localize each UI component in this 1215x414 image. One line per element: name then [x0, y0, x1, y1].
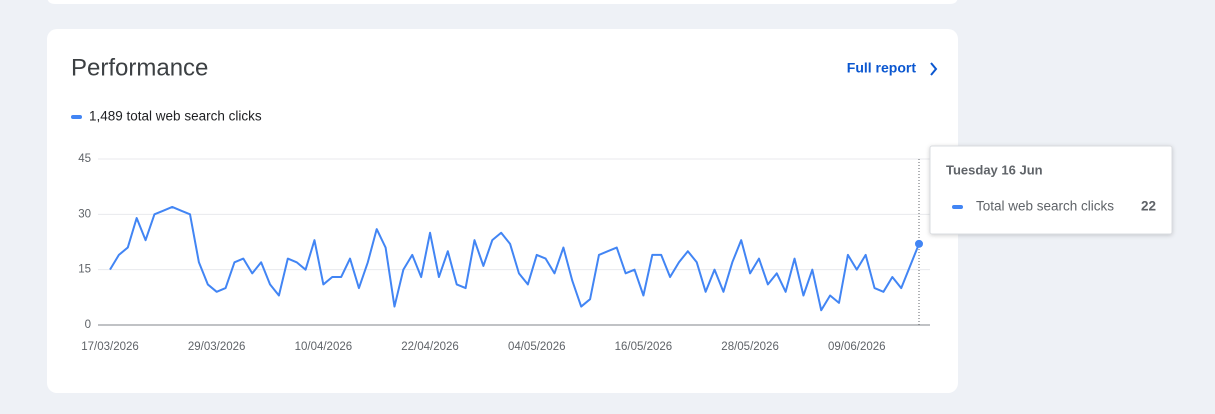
- y-tick-label: 45: [78, 153, 91, 165]
- x-tick-label: 17/03/2026: [81, 341, 139, 353]
- x-tick-label: 16/05/2026: [615, 341, 673, 353]
- chevron-icon[interactable]: [930, 62, 938, 76]
- tooltip-series: Total web search clicks: [976, 199, 1114, 214]
- x-tick-label: 29/03/2026: [188, 341, 246, 353]
- tooltip: Tuesday 16 Jun Total web search clicks 2…: [929, 145, 1173, 235]
- x-tick-label: 04/05/2026: [508, 341, 566, 353]
- hover-point: [915, 239, 923, 248]
- y-tick-label: 30: [78, 208, 91, 220]
- tooltip-date: Tuesday 16 Jun: [946, 162, 1043, 177]
- card-title: Performance: [71, 54, 208, 81]
- full-report-link[interactable]: Full report: [847, 60, 917, 76]
- tooltip-value: 22: [1141, 199, 1156, 214]
- y-tick-label: 15: [78, 264, 91, 276]
- x-tick-label: 09/06/2026: [828, 341, 886, 353]
- x-tick-label: 10/04/2026: [295, 341, 353, 353]
- y-tick-label: 0: [85, 319, 91, 331]
- tooltip-swatch: [952, 205, 963, 209]
- x-tick-label: 28/05/2026: [721, 341, 779, 353]
- x-tick-label: 22/04/2026: [401, 341, 459, 353]
- card: [47, 29, 958, 393]
- plot: 0 15 30 45 17/03/2026 29/03/2026 10/04/2026 22/…: [78, 153, 930, 353]
- tooltip-box: [929, 145, 1173, 235]
- legend-swatch: [71, 115, 82, 119]
- legend-summary: 1,489 total web search clicks: [89, 109, 262, 124]
- card-above: [47, 0, 958, 4]
- line-series: [109, 205, 920, 312]
